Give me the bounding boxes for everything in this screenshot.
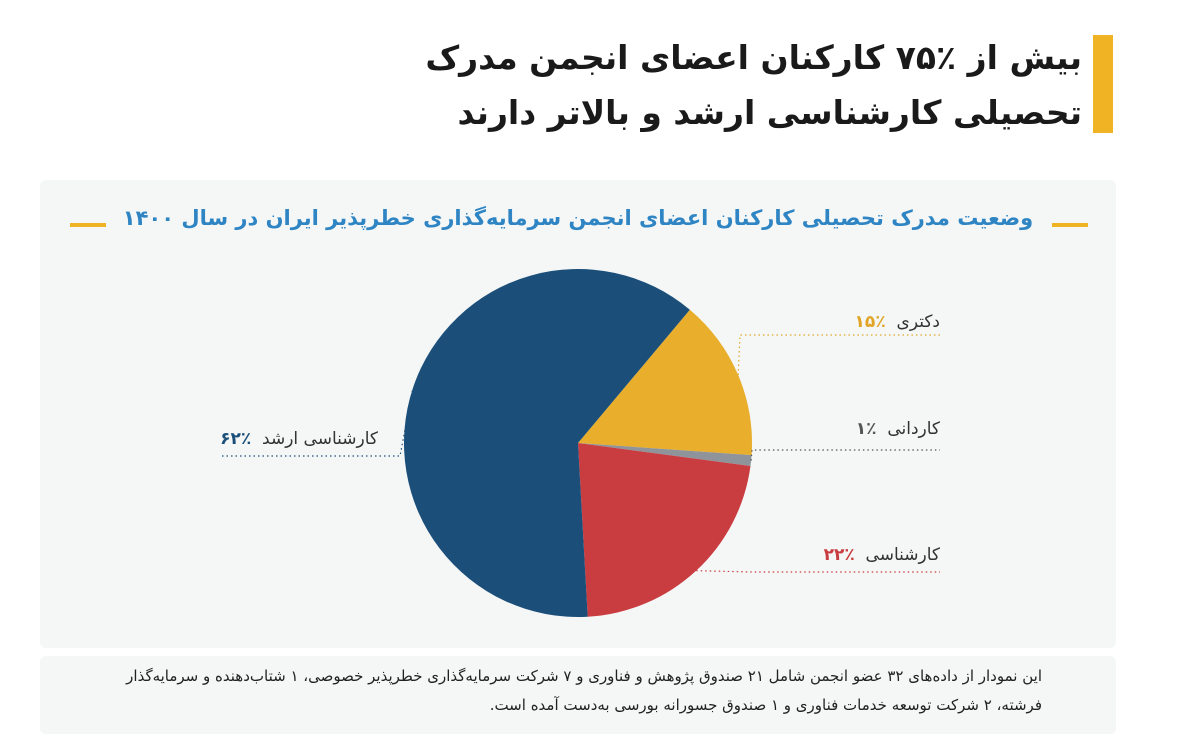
leader-line-1 [750, 449, 940, 461]
headline-accent-bar [1093, 35, 1113, 133]
headline: بیش از ٪۷۵ کارکنان اعضای انجمن مدرک تحصی… [425, 38, 1082, 132]
pie-slice-0 [578, 309, 753, 456]
slice-name-1: کاردانی [877, 419, 941, 439]
leader-line-0 [737, 334, 940, 376]
footnote-panel [40, 656, 1116, 734]
slice-value-3: ٪۶۲ [220, 429, 251, 449]
slice-label-2: کارشناسی ٪۲۲ [824, 545, 941, 565]
footnote: این نمودار از داده‌های ۳۲ عضو انجمن شامل… [126, 667, 1042, 714]
slice-value-1: ٪۱ [856, 419, 877, 439]
slice-name-3: کارشناسی ارشد [251, 429, 379, 449]
slice-value-2: ٪۲۲ [824, 545, 855, 565]
pie-slice-3 [404, 268, 690, 618]
slice-value-0: ٪۱۵ [855, 312, 886, 332]
pie-slice-2 [578, 443, 751, 617]
slice-label-0: دکتری ٪۱۵ [855, 312, 940, 332]
chart-title: وضعیت مدرک تحصیلی کارکنان اعضای انجمن سر… [122, 206, 1034, 230]
slice-label-3: کارشناسی ارشد ٪۶۲ [220, 429, 379, 449]
title-accent-dash-left [70, 223, 106, 227]
slice-label-1: کاردانی ٪۱ [856, 419, 941, 439]
pie-slice-1 [578, 443, 752, 467]
leader-line-3 [222, 387, 414, 457]
slice-name-2: کارشناسی [855, 545, 941, 565]
slice-name-0: دکتری [886, 312, 940, 332]
title-accent-dash-right [1052, 223, 1088, 227]
leader-line-2 [696, 570, 940, 573]
